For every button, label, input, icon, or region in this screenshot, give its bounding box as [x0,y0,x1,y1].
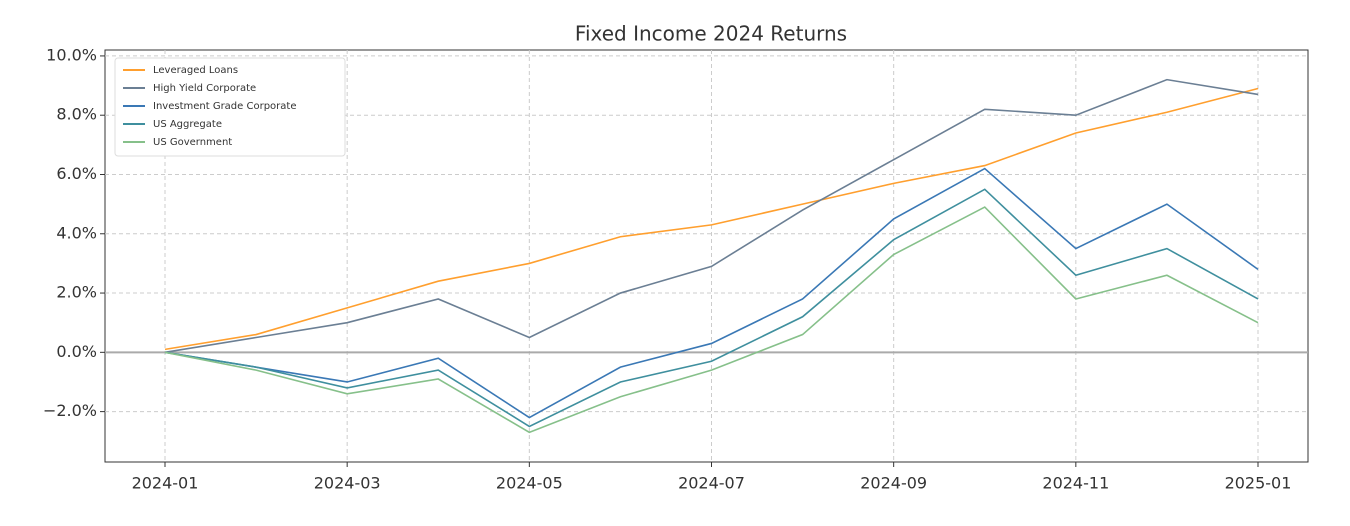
x-tick-label: 2024-11 [1042,474,1109,493]
x-tick-label: 2024-03 [314,474,381,493]
y-tick-label: 2.0% [56,283,97,302]
legend-label: Leveraged Loans [153,65,238,76]
chart-title: Fixed Income 2024 Returns [575,22,847,46]
legend-label: US Aggregate [153,119,222,130]
legend-label: Investment Grade Corporate [153,101,296,112]
legend-label: US Government [153,137,232,148]
legend-label: High Yield Corporate [153,83,256,94]
legend-box [114,57,346,157]
y-tick-label: 0.0% [56,342,97,361]
x-tick-label: 2024-05 [496,474,563,493]
y-tick-label: 4.0% [56,223,97,242]
series-line [164,188,1259,428]
series-line [164,206,1259,434]
x-tick-label: 2024-07 [678,474,745,493]
y-tick-label: 6.0% [56,164,97,183]
x-tick-label: 2024-09 [860,474,927,493]
y-tick-label: 10.0% [46,45,97,64]
series-line [164,167,1259,419]
x-tick-label: 2025-01 [1225,474,1292,493]
series-line [164,87,1259,351]
y-tick-label: 8.0% [56,105,97,124]
y-tick-label: −2.0% [43,401,97,420]
x-tick-label: 2024-01 [132,474,199,493]
series-line [164,78,1259,354]
